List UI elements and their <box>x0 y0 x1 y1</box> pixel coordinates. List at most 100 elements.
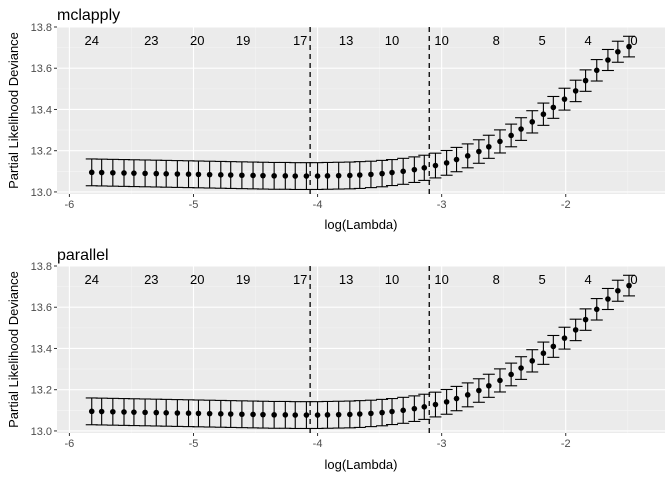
panel-1-top-count-label: 10 <box>385 33 399 48</box>
panel-2-top-count-label: 24 <box>85 272 99 287</box>
panel-2-x-tick-label: -2 <box>561 438 571 450</box>
panel-1-data-point <box>411 166 418 173</box>
panel-2-top-count-label: 13 <box>339 272 353 287</box>
panel-1-y-axis-title: Partial Likelihood Deviance <box>6 32 21 189</box>
panel-2-data-point <box>292 412 299 418</box>
panel-1-data-point <box>174 171 181 177</box>
panel-2-data-point <box>227 411 234 417</box>
panel-2-data-point <box>314 412 321 418</box>
panel-1-top-count-label: 20 <box>190 33 204 48</box>
panel-2-data-point <box>561 335 568 341</box>
panel-2-data-point <box>335 411 342 418</box>
panel-2-top-count-label: 19 <box>236 272 250 287</box>
panel-1-data-point <box>561 96 568 102</box>
panel-1-data-point <box>368 171 374 178</box>
panel-2-top-count-label: 20 <box>190 272 204 287</box>
panel-1-data-point <box>314 173 321 179</box>
panel-2-data-point <box>540 350 547 357</box>
panel-1-data-point <box>540 111 547 118</box>
panel-2-x-tick-label: -5 <box>189 438 199 450</box>
panel-1-data-point <box>453 156 460 163</box>
panel-2-x-tick-label: -3 <box>437 438 447 450</box>
panel-2-data-point <box>121 409 127 415</box>
panel-2-data-point <box>453 395 460 402</box>
panel-1-top-count-label: 19 <box>236 33 250 48</box>
panel-1-data-point <box>593 67 600 74</box>
panel-1-data-point <box>206 171 213 178</box>
panel-1-data-point <box>227 172 234 178</box>
panel-2-data-point <box>400 407 406 414</box>
panel-1-data-point <box>185 171 192 178</box>
panel-1-x-tick-label: -5 <box>189 199 199 211</box>
panel-1-data-point <box>389 169 395 176</box>
panel-1-data-point <box>464 153 471 159</box>
panel-1-plot-title: mclapply <box>57 7 120 24</box>
panel-2-y-tick-label: 13.6 <box>31 302 52 314</box>
panel-1-top-count-label: 24 <box>85 33 99 48</box>
panel-2-y-tick-label: 13.4 <box>31 343 52 355</box>
panel-1-data-point <box>476 148 482 155</box>
panel-1-data-point <box>497 138 503 145</box>
panel-1-data-point <box>529 119 536 125</box>
panel-2-data-point <box>626 282 632 289</box>
panel-1-data-point <box>421 165 428 171</box>
panel-1-data-point <box>110 169 116 176</box>
panel-2-data-point <box>432 401 439 408</box>
panel-1-data-point <box>292 173 299 179</box>
panel-1-data-point <box>282 173 289 179</box>
panel-2-data-point <box>271 412 277 418</box>
panel-1-data-point <box>572 88 579 94</box>
panel-1-top-count-label: 5 <box>539 33 546 48</box>
panel-1-data-point <box>582 77 589 84</box>
panel-2-group: -6 -5 -4 -3 -2 13.0 13.2 13.4 13.6 13.8 log(Lambda… <box>6 247 665 472</box>
panel-2-y-tick-label: 13.0 <box>31 426 52 438</box>
panel-1-x-tick-label: -6 <box>65 199 75 211</box>
panel-1-data-point <box>432 162 439 169</box>
panel-1-top-count-label: 4 <box>584 33 591 48</box>
panel-1-data-point <box>508 132 514 139</box>
panel-2-data-point <box>98 408 105 415</box>
panel-1-data-point <box>195 171 202 178</box>
panel-1-data-point <box>518 126 524 132</box>
panel-1-data-point <box>121 170 127 176</box>
panel-1-data-point <box>131 170 137 176</box>
panel-1-y-tick-label: 13.4 <box>31 104 52 116</box>
panel-2-plot-title: parallel <box>57 247 109 264</box>
panel-2-data-point <box>421 404 428 410</box>
panel-2-data-point <box>250 411 256 418</box>
panel-1-data-point <box>550 104 557 111</box>
panel-1-data-point <box>239 172 245 179</box>
panel-2-data-point <box>174 410 181 416</box>
panel-1-data-point <box>303 173 310 179</box>
panel-1-data-point <box>615 48 621 55</box>
panel-1-data-point <box>163 170 169 177</box>
panel-2-x-axis-title: log(Lambda) <box>325 457 398 472</box>
panel-2-x-tick-label: -4 <box>313 438 323 450</box>
panel-1-x-tick-label: -4 <box>313 199 323 211</box>
panel-2-data-point <box>582 316 589 323</box>
panel-2-data-point <box>529 358 536 364</box>
panel-2-data-point <box>572 327 579 333</box>
panel-1-data-point <box>324 173 331 179</box>
panel-2-y-axis-title: Partial Likelihood Deviance <box>6 271 21 428</box>
panel-1-top-count-label: 8 <box>493 33 500 48</box>
panel-1-data-point <box>335 172 342 179</box>
panel-2-data-point <box>443 399 450 405</box>
panel-2-data-point <box>324 412 331 418</box>
panel-1-data-point <box>250 172 256 179</box>
panel-2-x-tick-label: -6 <box>65 438 75 450</box>
panel-2-data-point <box>486 382 492 389</box>
panel-2-y-tick-label: 13.2 <box>31 385 52 397</box>
panel-2-data-point <box>282 412 289 418</box>
panel-1-y-tick-label: 13.6 <box>31 63 52 75</box>
panel-1-x-axis-title: log(Lambda) <box>325 217 398 232</box>
panel-2-data-point <box>464 392 471 398</box>
panel-2-data-point <box>206 410 213 417</box>
panel-1-data-point <box>443 160 450 166</box>
panel-1-data-point <box>605 57 611 63</box>
panel-1-data-point <box>379 170 385 177</box>
panel-2-data-point <box>497 377 503 384</box>
panel-1-y-tick-label: 13.0 <box>31 187 52 199</box>
panel-1-data-point <box>142 170 148 177</box>
